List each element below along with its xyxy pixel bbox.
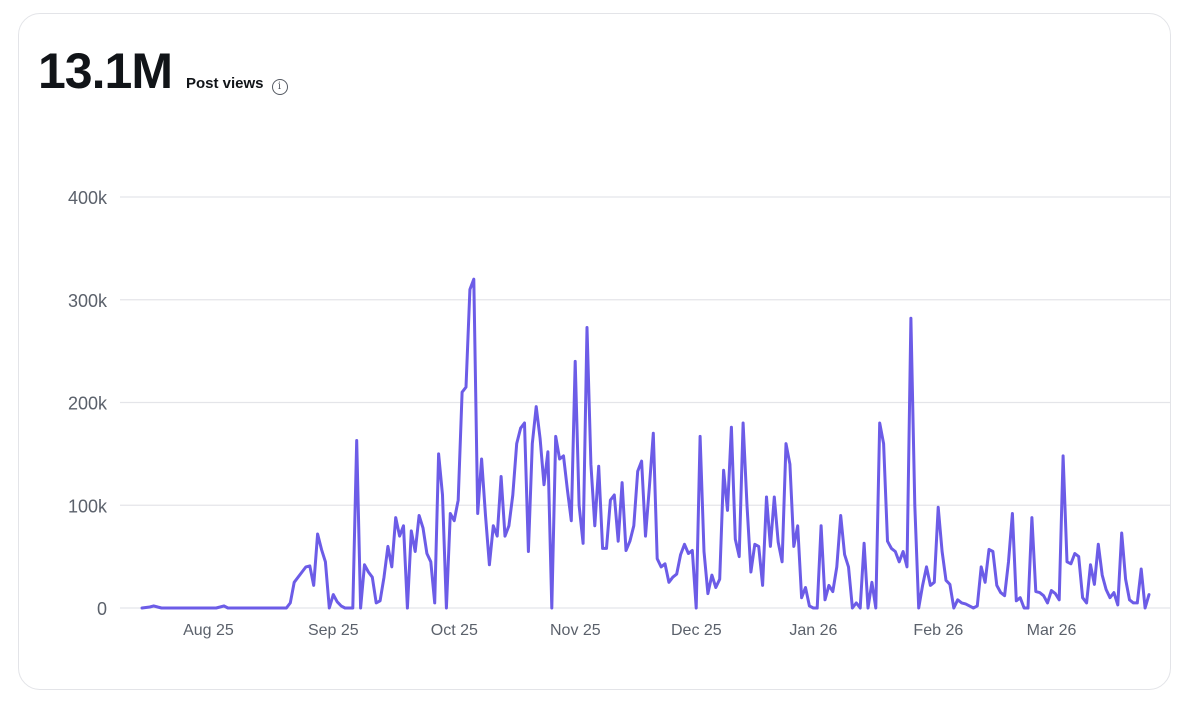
metric-label: Post views	[185, 75, 264, 92]
x-tick-label: Sep 25	[308, 622, 359, 639]
x-tick-label: Nov 25	[550, 622, 601, 639]
y-axis-ticks: 0 100k 200k 300k 400k	[68, 188, 108, 619]
x-tick-label: Oct 25	[431, 622, 478, 639]
y-tick-label: 0	[97, 599, 107, 619]
info-icon[interactable]: i	[271, 79, 288, 95]
headline: 13.1M Post views i	[38, 42, 288, 100]
x-axis-ticks: Aug 25 Sep 25 Oct 25 Nov 25 Dec 25 Jan 26 Feb …	[183, 622, 1076, 639]
x-tick-label: Feb 26	[913, 622, 963, 639]
gridlines	[120, 196, 1170, 609]
x-tick-label: Aug 25	[183, 622, 234, 639]
series-group	[140, 277, 1151, 610]
x-tick-label: Jan 26	[789, 622, 837, 639]
y-tick-label: 400k	[68, 188, 108, 208]
y-tick-label: 200k	[68, 394, 108, 414]
x-tick-label: Dec 25	[671, 622, 722, 639]
total-views-value: 13.1M	[38, 43, 173, 99]
y-tick-label: 100k	[68, 496, 108, 516]
x-tick-label: Mar 26	[1027, 622, 1077, 639]
y-tick-label: 300k	[68, 291, 108, 311]
series-line-post-views	[140, 277, 1151, 610]
